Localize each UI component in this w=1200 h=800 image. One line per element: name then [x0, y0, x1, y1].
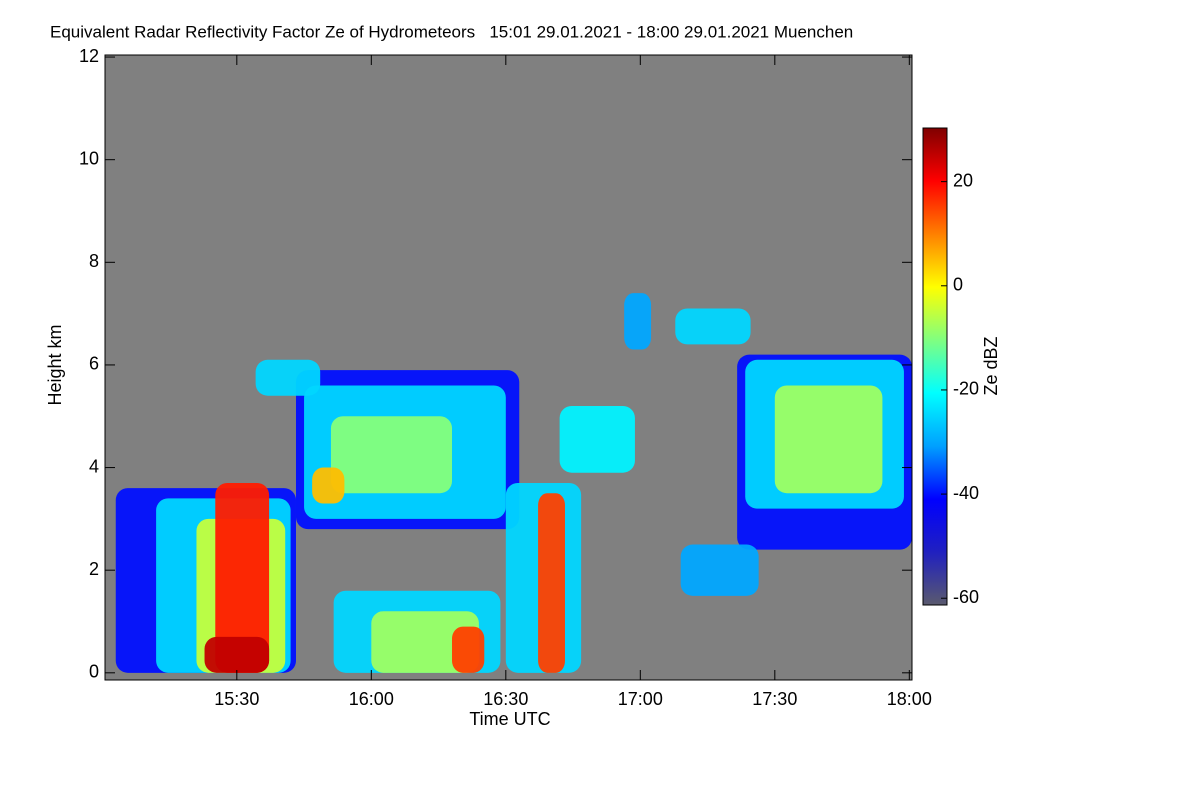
colorbar-tick-label: -60 [953, 587, 979, 607]
reflectivity-cell [559, 405, 635, 473]
colorbar-label: Ze dBZ [981, 336, 1001, 395]
chart-title: Equivalent Radar Reflectivity Factor Ze … [50, 22, 853, 41]
y-tick-label: 0 [89, 662, 99, 682]
y-tick-label: 2 [89, 559, 99, 579]
x-tick-label: 17:00 [618, 689, 663, 709]
colorbar-tick-label: 0 [953, 275, 963, 295]
reflectivity-cell [680, 544, 759, 596]
y-tick-label: 10 [79, 148, 99, 168]
x-axis-label: Time UTC [469, 709, 550, 729]
reflectivity-cell [215, 482, 270, 673]
y-tick-label: 12 [79, 46, 99, 66]
colorbar-tick-label: 20 [953, 170, 973, 190]
cells [115, 293, 912, 673]
x-tick-label: 18:00 [887, 689, 932, 709]
colorbar [922, 127, 948, 606]
colorbar-tick-label: -20 [953, 379, 979, 399]
reflectivity-cell [255, 359, 321, 396]
reflectivity-cell [204, 636, 270, 673]
x-tick-label: 15:30 [214, 689, 259, 709]
y-axis-label: Height km [45, 324, 65, 405]
reflectivity-cell [330, 416, 453, 494]
reflectivity-cell [312, 467, 345, 504]
reflectivity-cell [774, 385, 883, 494]
colorbar-tick-label: -40 [953, 483, 979, 503]
reflectivity-cell [624, 293, 652, 350]
plot-frame [104, 54, 913, 681]
y-tick-label: 4 [89, 456, 99, 476]
reflectivity-cell [675, 308, 751, 345]
x-tick-label: 16:00 [349, 689, 394, 709]
x-tick-label: 16:30 [483, 689, 528, 709]
y-tick-label: 8 [89, 251, 99, 271]
reflectivity-cell [452, 626, 485, 673]
x-tick-label: 17:30 [752, 689, 797, 709]
reflectivity-cell [538, 493, 565, 673]
y-tick-label: 6 [89, 354, 99, 374]
